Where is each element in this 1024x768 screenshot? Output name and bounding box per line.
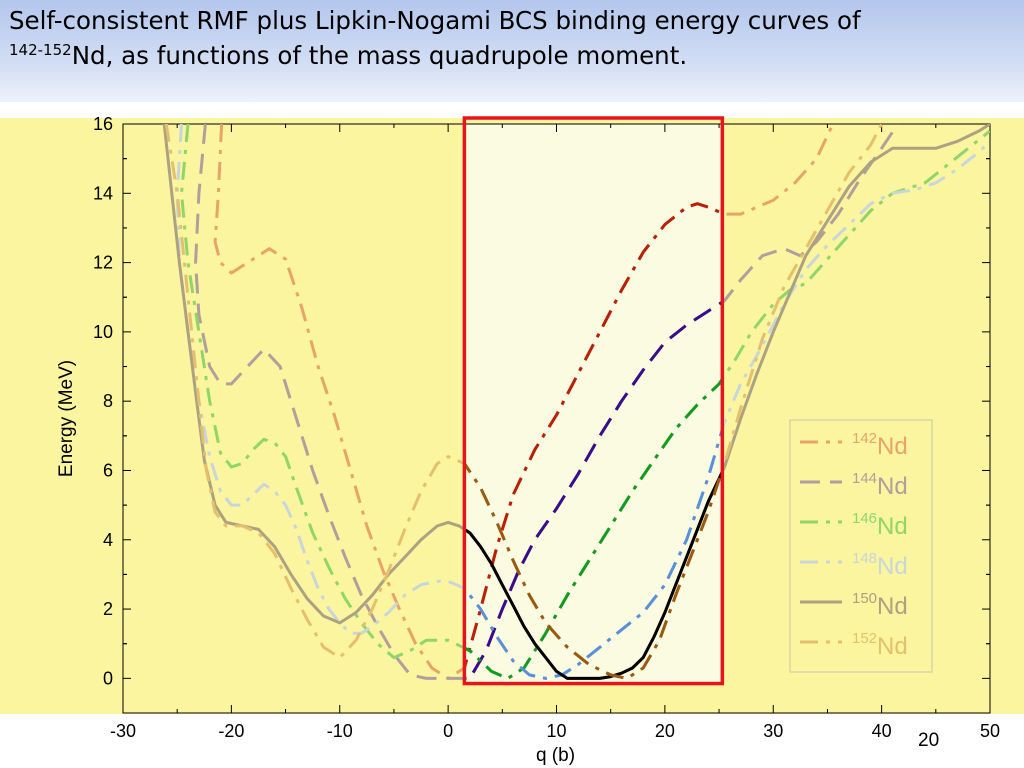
y-tick-label: 12 [93,253,113,273]
title-bar: Self-consistent RMF plus Lipkin-Nogami B… [0,0,1024,102]
legend-element-symbol: Nd [877,513,908,540]
legend-element-symbol: Nd [877,433,908,460]
y-tick-label: 4 [103,530,113,550]
x-tick-label: -10 [327,721,353,741]
focus-curve-nd-150 [464,468,723,680]
y-tick-label: 8 [103,391,113,411]
curve-nd-144 [194,124,900,680]
legend-mass-number: 146 [852,510,877,527]
legend-label-nd-152: 152Nd [852,630,908,660]
legend-label-nd-146: 146Nd [852,510,908,540]
title-line-2: Nd, as functions of the mass quadrupole … [71,41,688,70]
legend-label-nd-148: 148Nd [852,550,908,580]
energy-curves-chart: -30 -20 -10 0 10 20 30 40 50 0 2 4 6 8 10 12 14 16 q (b) En… [0,114,1024,766]
slide-title: Self-consistent RMF plus Lipkin-Nogami B… [9,3,1019,73]
focus-region-box [462,116,725,686]
legend-label-nd-142: 142Nd [852,430,908,460]
x-axis-label: q (b) [536,745,575,766]
focus-window-background [464,124,723,684]
x-tick-label: -20 [218,721,244,741]
curve-nd-148 [175,124,990,680]
legend-mass-number: 152 [852,630,877,647]
isotope-range-superscript: 142-152 [9,41,72,59]
x-tick-label: 10 [546,721,566,741]
x-tick-label: 20 [655,721,675,741]
legend-mass-number: 148 [852,550,877,567]
legend-mass-number: 150 [852,590,877,607]
curve-nd-152 [164,124,883,680]
legend-label-nd-144: 144Nd [852,470,908,500]
y-tick-label: 10 [93,322,113,342]
y-tick-label: 6 [103,460,113,480]
y-tick-label: 0 [103,668,113,688]
x-tick-label: 30 [763,721,783,741]
focus-curve-nd-142 [464,202,723,670]
legend-element-symbol: Nd [877,633,908,660]
legend-mass-number: 142 [852,430,877,447]
legend-element-symbol: Nd [877,553,908,580]
y-tick-label: 14 [93,183,113,203]
legend-element-symbol: Nd [877,473,908,500]
legend-element-symbol: Nd [877,593,908,620]
x-tick-label: -30 [110,721,136,741]
y-axis-label: Energy (MeV) [56,360,77,477]
y-tick-label: 2 [103,599,113,619]
page-number: 20 [918,730,940,751]
x-tick-label: 50 [980,721,1000,741]
legend-box [789,419,933,673]
legend-mass-number: 144 [852,470,877,487]
title-line-1: Self-consistent RMF plus Lipkin-Nogami B… [9,6,861,35]
y-tick-label: 16 [93,114,113,134]
x-tick-label: 0 [443,721,453,741]
focus-curve-nd-146 [464,376,723,680]
legend-label-nd-150: 150Nd [852,590,908,620]
x-tick-label: 40 [872,721,892,741]
